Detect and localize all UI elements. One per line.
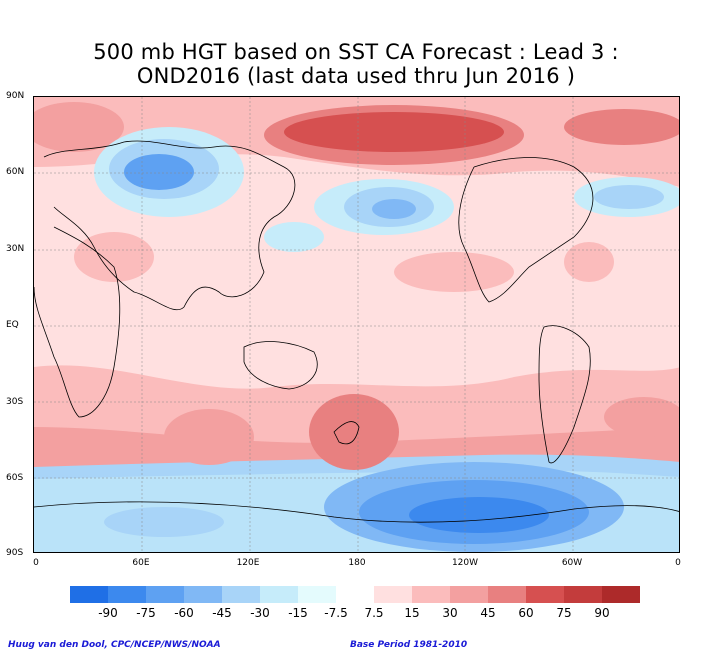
colorbar-swatch [70,586,108,603]
colorbar-label: -7.5 [324,606,348,620]
colorbar-swatch [146,586,184,603]
lat-label-30s: 30S [6,397,24,407]
colorbar-label: -90 [98,606,118,620]
colorbar-swatch [222,586,260,603]
colorbar-swatch [526,586,564,603]
lat-label-90s: 90S [6,548,24,558]
colorbar-label: -75 [136,606,156,620]
colorbar-label: 75 [556,606,572,620]
positive-center-new-zealand [309,394,399,470]
lon-label-60e: 60E [132,558,150,568]
antarctic-negative-center [409,497,549,533]
lat-label-30n: 30N [6,244,25,254]
lat-label-eq: EQ [6,320,19,330]
lon-label-120w: 120W [451,558,479,568]
coastlines [34,140,679,523]
positive-center-arabia [74,232,154,282]
colorbar-label: 7.5 [364,606,384,620]
colorbar-swatch [298,586,336,603]
positive-center-north-atlantic [564,109,679,145]
positive-center-europe [34,102,124,152]
coast-antarctica [34,501,679,523]
positive-center-south-indian [164,409,254,465]
negative-center-west-siberia-core [124,154,194,190]
lat-label-60s: 60S [6,473,24,483]
coast-north-america [458,157,594,303]
colorbar-swatch [108,586,146,603]
colorbar-label: -60 [174,606,194,620]
lon-label-180: 180 [348,558,366,568]
negative-center-japan [264,222,324,252]
footer-base-period: Base Period 1981-2010 [350,640,468,650]
colorbar-label: -30 [250,606,270,620]
positive-center-south-atlantic [604,397,679,437]
coast-south-america [538,325,591,464]
colorbar-swatch [336,586,374,603]
coast-australia [243,341,318,390]
arctic-positive-core [284,112,504,152]
map-title-line1: 500 mb HGT based on SST CA Forecast : Le… [93,40,619,64]
colorbar-swatch [602,586,640,603]
negative-center-north-pacific-core [372,199,416,219]
colorbar-swatch [374,586,412,603]
coast-africa [34,226,121,418]
coast-new-zealand [333,421,360,445]
colorbar-label: 30 [442,606,458,620]
lon-label-60w: 60W [561,558,583,568]
colorbar-swatch [184,586,222,603]
colorbar-label: -45 [212,606,232,620]
lon-label-0-right: 0 [675,558,681,568]
lon-label-0-left: 0 [33,558,39,568]
coast-eurasia [43,140,296,310]
negative-center-north-atlantic [594,185,664,209]
colorbar-swatch [488,586,526,603]
lon-label-120e: 120E [236,558,260,568]
colorbar-swatch [564,586,602,603]
colorbar-swatch [260,586,298,603]
footer-credit: Huug van den Dool, CPC/NCEP/NWS/NOAA [8,640,221,650]
antarctic-negative-west [104,507,224,537]
colorbar-label: -15 [288,606,308,620]
colorbar-label: 45 [480,606,496,620]
positive-center-north-america [564,242,614,282]
colorbar-label: 15 [404,606,420,620]
lat-label-60n: 60N [6,167,25,177]
map-frame [33,96,680,553]
colorbar [70,586,640,603]
colorbar-swatch [450,586,488,603]
colorbar-swatch [412,586,450,603]
graticule [34,97,679,552]
lat-label-90n: 90N [6,91,25,101]
map-title-line2: OND2016 (last data used thru Jun 2016 ) [136,64,576,88]
anomaly-map [34,97,679,552]
colorbar-label: 90 [594,606,610,620]
colorbar-label: 60 [518,606,534,620]
positive-center-east-pacific [394,252,514,292]
